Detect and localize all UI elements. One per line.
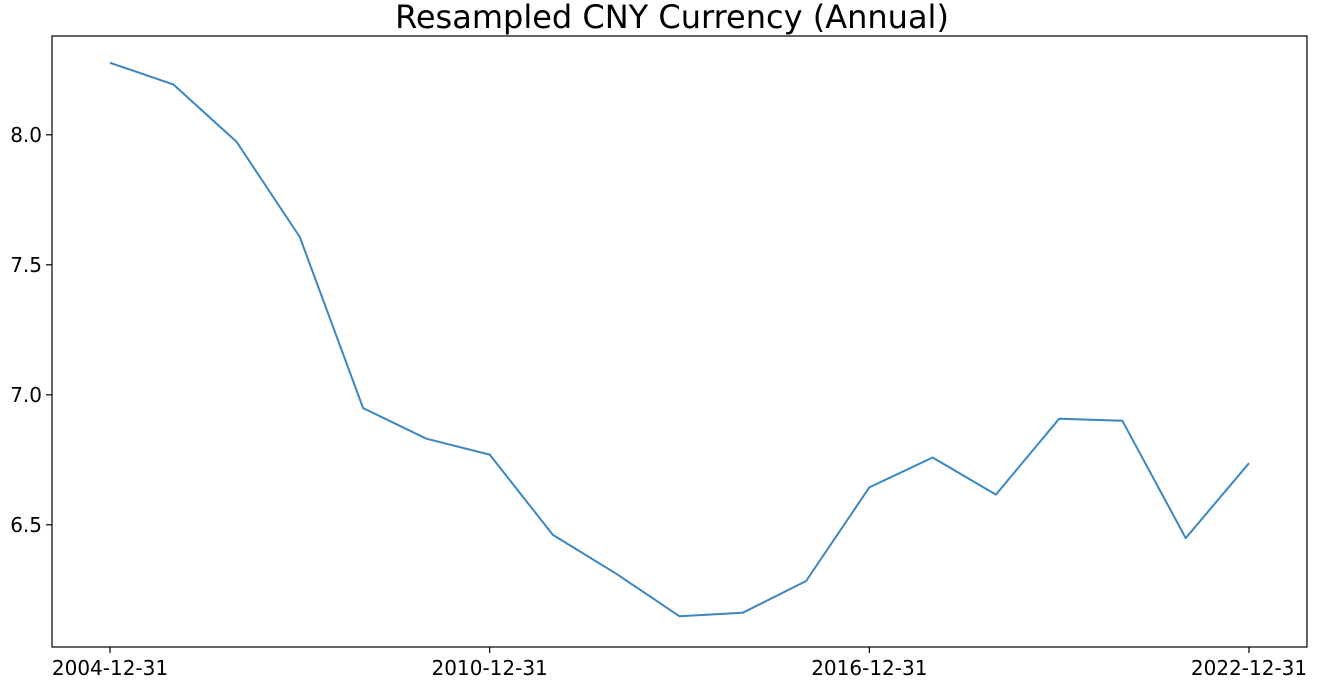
x-tick-label: 2010-12-31 <box>432 656 548 680</box>
plot-area-frame <box>51 35 1308 648</box>
x-axis: 2004-12-31 2010-12-31 2016-12-31 2022-12-31 <box>52 647 1307 680</box>
y-tick-label: 7.5 <box>10 253 42 277</box>
x-tick-label: 2022-12-31 <box>1191 656 1307 680</box>
y-tick-label: 7.0 <box>10 383 42 407</box>
x-tick-label: 2016-12-31 <box>811 656 927 680</box>
chart-title: Resampled CNY Currency (Annual) <box>395 0 949 36</box>
x-tick-label: 2004-12-31 <box>52 656 168 680</box>
y-tick-label: 8.0 <box>10 123 42 147</box>
series-layer <box>109 61 1250 618</box>
y-tick-label: 6.5 <box>10 513 42 537</box>
y-axis: 6.5 7.0 7.5 8.0 <box>10 123 52 537</box>
series-line <box>109 61 1250 618</box>
